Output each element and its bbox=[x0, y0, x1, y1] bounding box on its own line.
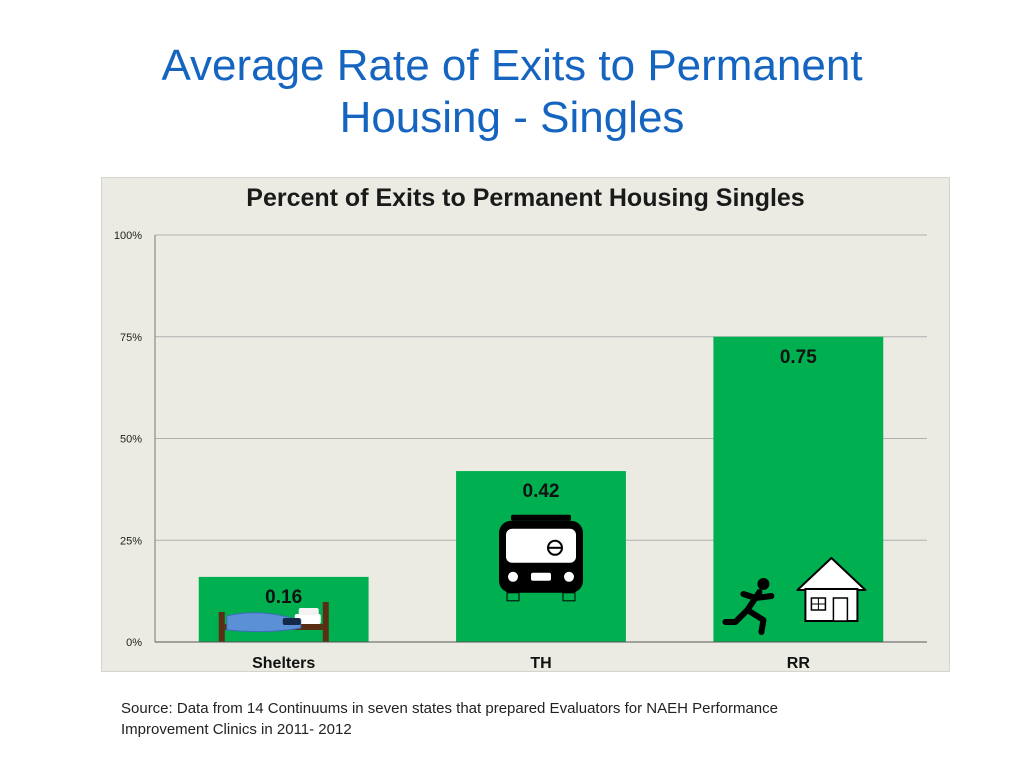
running-person-to-house-icon bbox=[722, 557, 867, 635]
y-tick-label: 0% bbox=[126, 637, 142, 649]
y-tick-label: 25% bbox=[120, 535, 142, 547]
data-label: 0.16 bbox=[265, 587, 302, 608]
source-line-2: Improvement Clinics in 2011- 2012 bbox=[121, 721, 352, 738]
bed-icon bbox=[218, 602, 329, 642]
chart-panel: Percent of Exits to Permanent Housing Si… bbox=[101, 177, 950, 672]
chart-title: Percent of Exits to Permanent Housing Si… bbox=[246, 184, 805, 212]
x-tick-label: RR bbox=[787, 655, 811, 671]
y-tick-label: 50% bbox=[120, 434, 142, 446]
slide-title: Average Rate of Exits to Permanent Housi… bbox=[0, 40, 1024, 144]
source-line-1: Source: Data from 14 Continuums in seven… bbox=[121, 700, 778, 717]
slide-title-line-2: Housing - Singles bbox=[339, 93, 685, 142]
source-note: Source: Data from 14 Continuums in seven… bbox=[121, 698, 901, 740]
bar-shelters bbox=[198, 576, 369, 642]
x-tick-label: TH bbox=[530, 655, 551, 671]
bar-chart: 0% 25% 50% 75% 100% 0.16 Shelters 0.42 TH 0.75 RR bbox=[114, 230, 927, 671]
data-label: 0.42 bbox=[523, 481, 560, 502]
y-tick-label: 75% bbox=[120, 332, 142, 344]
y-tick-label: 100% bbox=[114, 230, 142, 242]
x-tick-label: Shelters bbox=[252, 655, 315, 671]
slide-title-line-1: Average Rate of Exits to Permanent bbox=[161, 41, 863, 90]
data-label: 0.75 bbox=[780, 347, 817, 368]
bus-icon bbox=[499, 514, 583, 602]
